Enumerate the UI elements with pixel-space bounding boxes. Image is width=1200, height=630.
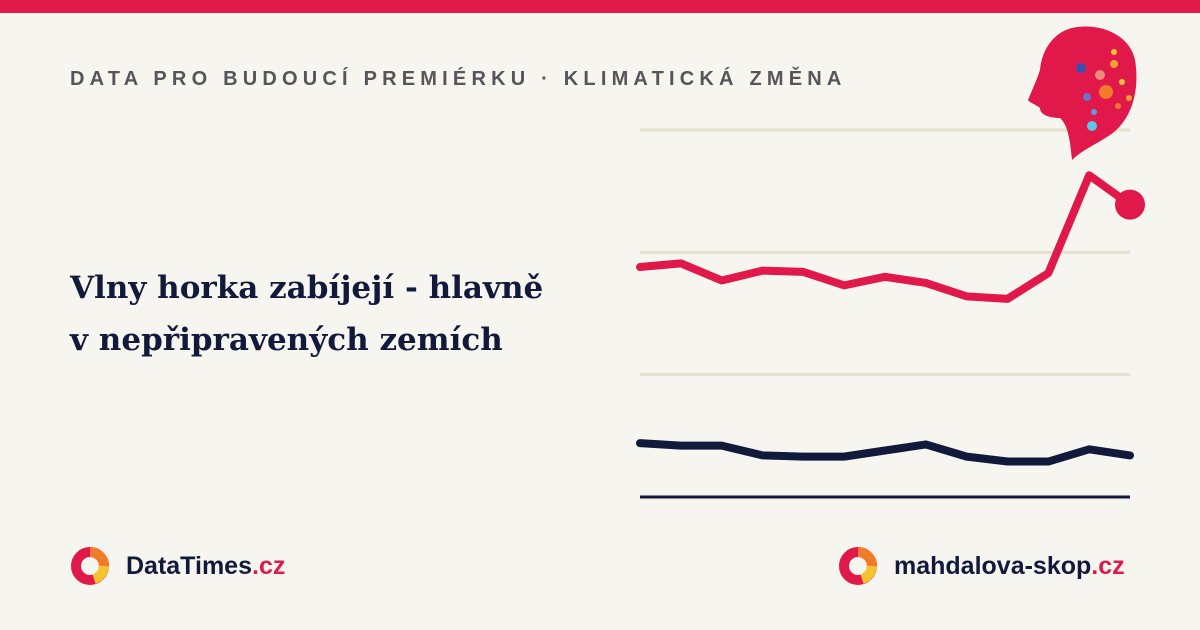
brand-mahdalova[interactable]: mahdalova-skop .cz — [838, 546, 1125, 586]
kicker: DATA PRO BUDOUCÍ PREMIÉRKU · KLIMATICKÁ … — [70, 68, 847, 90]
top-bar — [0, 0, 1200, 13]
data-line — [636, 171, 1134, 303]
brand-name: DataTimes — [126, 551, 252, 580]
headline-line: v nepřipravených zemích — [70, 322, 503, 358]
brand-datatimes[interactable]: DataTimes .cz — [70, 546, 285, 586]
brand-tld: .cz — [252, 551, 286, 580]
head-illustration — [1028, 26, 1137, 161]
headline: Vlny horka zabíjejí - hlavně v nepřiprav… — [70, 262, 543, 366]
end-marker — [1115, 189, 1145, 220]
logo — [71, 547, 109, 585]
headline-line: Vlny horka zabíjejí - hlavně — [70, 270, 544, 306]
brand-name: mahdalova-skop — [894, 551, 1092, 580]
logo — [839, 547, 877, 585]
brand-tld: .cz — [1091, 551, 1125, 580]
data-line — [636, 439, 1134, 466]
